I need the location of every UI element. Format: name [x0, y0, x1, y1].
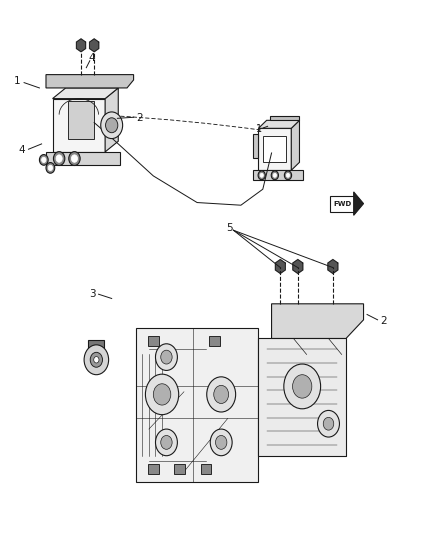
FancyBboxPatch shape: [88, 340, 104, 352]
Polygon shape: [254, 134, 258, 158]
Polygon shape: [291, 120, 300, 171]
Circle shape: [293, 375, 312, 398]
Circle shape: [323, 417, 334, 430]
FancyBboxPatch shape: [174, 464, 185, 474]
Polygon shape: [293, 260, 303, 273]
Circle shape: [286, 173, 290, 177]
Circle shape: [215, 435, 227, 449]
Circle shape: [90, 352, 102, 367]
Circle shape: [153, 384, 171, 405]
Circle shape: [284, 171, 292, 180]
FancyBboxPatch shape: [148, 464, 159, 474]
Circle shape: [161, 350, 172, 364]
Circle shape: [71, 155, 78, 162]
Circle shape: [145, 374, 179, 415]
FancyBboxPatch shape: [148, 336, 159, 346]
Polygon shape: [328, 260, 338, 273]
Circle shape: [284, 364, 321, 409]
FancyBboxPatch shape: [263, 136, 286, 162]
Circle shape: [155, 429, 177, 456]
FancyBboxPatch shape: [330, 196, 355, 212]
Polygon shape: [77, 39, 85, 52]
Polygon shape: [276, 260, 285, 273]
Polygon shape: [105, 88, 118, 152]
Text: 2: 2: [380, 316, 387, 326]
Text: FWD: FWD: [333, 200, 352, 207]
Circle shape: [69, 152, 80, 165]
Text: 3: 3: [88, 289, 95, 299]
Circle shape: [258, 171, 265, 180]
Circle shape: [214, 385, 229, 403]
Text: 1: 1: [256, 124, 262, 134]
Polygon shape: [270, 116, 300, 120]
Polygon shape: [272, 304, 364, 338]
Circle shape: [106, 118, 118, 133]
Circle shape: [46, 163, 55, 173]
Circle shape: [318, 410, 339, 437]
Circle shape: [155, 344, 177, 370]
Text: 1: 1: [14, 76, 21, 86]
Circle shape: [39, 155, 48, 165]
Text: 2: 2: [136, 113, 142, 123]
Circle shape: [101, 112, 123, 139]
Polygon shape: [254, 171, 303, 180]
Polygon shape: [46, 75, 134, 88]
Circle shape: [161, 435, 172, 449]
Circle shape: [260, 173, 263, 177]
Text: 4: 4: [88, 53, 95, 62]
Polygon shape: [258, 128, 291, 171]
Circle shape: [42, 157, 46, 163]
Circle shape: [210, 429, 232, 456]
Text: 5: 5: [226, 223, 233, 233]
Circle shape: [271, 171, 279, 180]
Circle shape: [94, 357, 99, 363]
Circle shape: [84, 345, 109, 375]
Polygon shape: [354, 192, 364, 215]
Polygon shape: [53, 88, 118, 99]
Circle shape: [273, 173, 276, 177]
Polygon shape: [53, 99, 105, 152]
Polygon shape: [258, 338, 346, 456]
Polygon shape: [258, 120, 300, 128]
Circle shape: [56, 155, 62, 162]
Circle shape: [48, 165, 53, 171]
FancyBboxPatch shape: [201, 464, 211, 474]
Polygon shape: [68, 101, 94, 139]
Polygon shape: [46, 152, 120, 165]
Circle shape: [53, 152, 65, 165]
Circle shape: [207, 377, 236, 412]
FancyBboxPatch shape: [209, 336, 220, 346]
Polygon shape: [90, 39, 99, 52]
Text: 4: 4: [18, 146, 25, 155]
Polygon shape: [136, 328, 258, 482]
